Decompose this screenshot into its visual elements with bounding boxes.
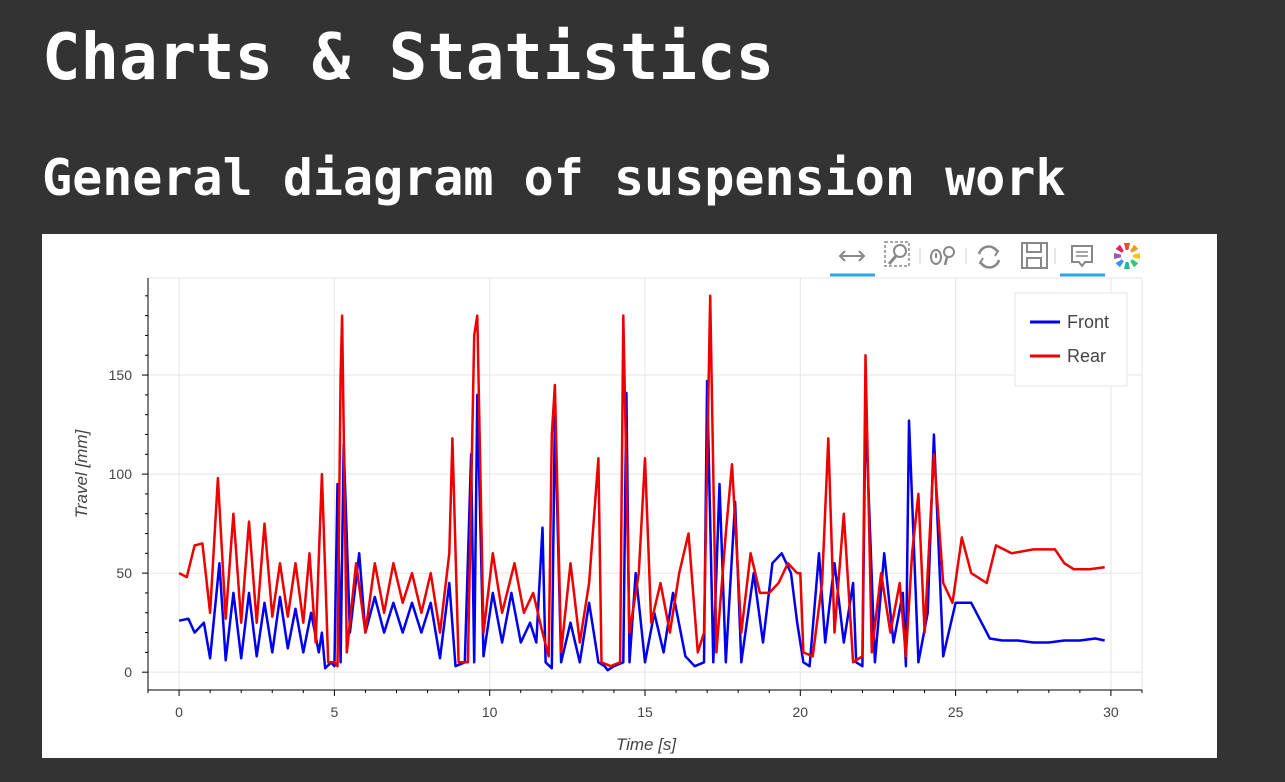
x-tick-label: 10 [482, 704, 498, 720]
x-tick-label: 0 [175, 704, 183, 720]
y-tick-label: 0 [124, 664, 132, 680]
legend-box [1014, 292, 1128, 387]
legend-label-rear: Rear [1067, 346, 1106, 366]
hover-tooltip-icon [1071, 245, 1093, 268]
page-title: Charts & Statistics [42, 21, 775, 95]
wheel-zoom-icon [930, 246, 955, 266]
box-zoom-tool-button[interactable] [880, 240, 914, 274]
legend-label-front: Front [1067, 312, 1109, 332]
x-tick-label: 15 [637, 704, 653, 720]
axes: 0 5 10 15 20 25 30 0 50 100 150 [109, 278, 1143, 720]
save-tool-button[interactable] [1018, 240, 1052, 274]
box-zoom-magnifier-icon [884, 241, 910, 267]
hover-tool-button[interactable] [1060, 242, 1106, 277]
toolbar [830, 240, 1140, 277]
pan-tool-button[interactable] [830, 242, 876, 277]
horizontal-pan-arrows-icon [838, 250, 866, 262]
reset-tool-button[interactable] [972, 240, 1006, 274]
y-tick-label: 150 [109, 367, 133, 383]
bokeh-logo-icon[interactable] [1114, 243, 1140, 269]
x-tick-label: 5 [330, 704, 338, 720]
x-tick-label: 25 [948, 704, 964, 720]
legend: Front Rear [1014, 292, 1128, 387]
y-axis-label: Travel [mm] [72, 428, 91, 518]
y-tick-label: 50 [116, 565, 132, 581]
series-line-front [178, 379, 1105, 672]
reset-icon [977, 245, 1001, 269]
save-icon [1021, 242, 1048, 269]
y-tick-label: 100 [109, 466, 133, 482]
series-layer [178, 294, 1105, 672]
wheel-zoom-tool-button[interactable] [926, 240, 960, 274]
series-line-rear [178, 294, 1105, 668]
x-tick-label: 20 [793, 704, 809, 720]
x-axis-label: Time [s] [616, 735, 678, 754]
chart-panel[interactable]: 0 5 10 15 20 25 30 0 50 100 150 Front Rear Time [s]… [42, 234, 1217, 758]
section-title: General diagram of suspension work [42, 149, 1066, 207]
chart-canvas[interactable]: 0 5 10 15 20 25 30 0 50 100 150 Front Rear Time [s]… [42, 234, 1217, 758]
x-tick-label: 30 [1103, 704, 1119, 720]
